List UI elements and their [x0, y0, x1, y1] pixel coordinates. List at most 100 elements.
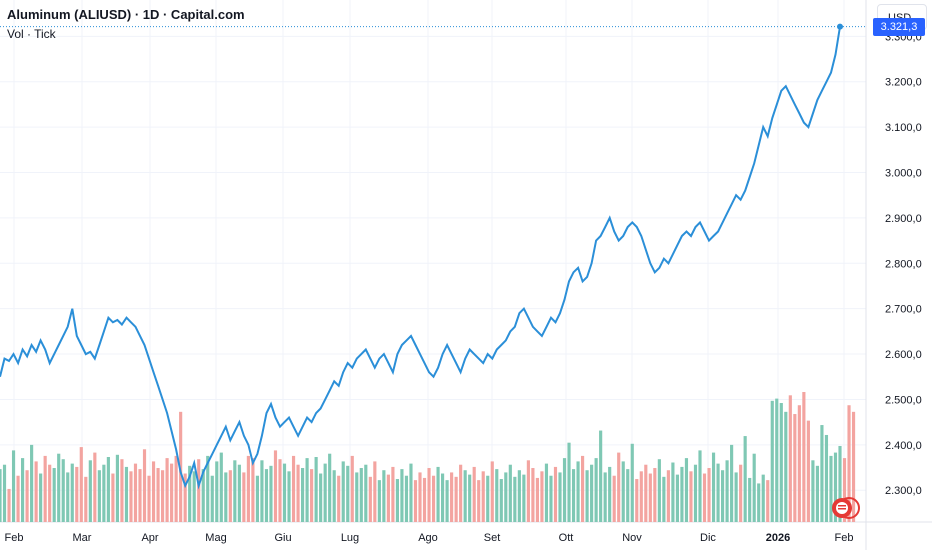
- volume-bar: [66, 472, 70, 522]
- volume-bar: [562, 458, 567, 522]
- x-tick-label: Feb: [835, 532, 854, 544]
- volume-bar: [585, 470, 589, 522]
- volume-bar: [590, 464, 594, 522]
- volume-bar: [793, 414, 797, 522]
- volume-bars: [0, 392, 856, 522]
- volume-bar: [301, 468, 305, 522]
- volume-bar: [477, 480, 481, 522]
- volume-bar: [544, 463, 549, 522]
- volume-bar: [454, 476, 458, 522]
- volume-bar: [156, 468, 160, 522]
- volume-bar: [332, 470, 336, 522]
- volume-bar: [120, 459, 124, 522]
- volume-bar: [730, 444, 734, 522]
- volume-indicator-label[interactable]: Vol · Tick: [7, 27, 56, 41]
- volume-bar: [197, 459, 201, 522]
- price-axis[interactable]: 2.300,0 2.400,0 2.500,0 2.600,0 2.700,0 2.800…: [885, 31, 922, 497]
- volume-bar: [698, 450, 702, 522]
- x-tick-label: Nov: [622, 532, 642, 544]
- volume-bar: [702, 473, 707, 522]
- volume-bar: [436, 466, 440, 522]
- last-price-dot: [837, 23, 843, 30]
- volume-bar: [179, 411, 183, 522]
- volume-bar: [829, 455, 833, 522]
- x-tick-label: Set: [484, 532, 501, 544]
- volume-bar: [201, 469, 205, 522]
- volume-bar: [504, 472, 508, 522]
- volume-bar: [319, 473, 323, 522]
- volume-bar: [11, 450, 16, 522]
- volume-bar: [251, 458, 255, 522]
- volume-bar: [269, 465, 273, 522]
- volume-bar: [34, 461, 38, 522]
- volume-bar: [273, 450, 278, 522]
- tradingview-logo-icon[interactable]: [832, 496, 860, 520]
- volume-bar: [806, 420, 810, 522]
- volume-bar: [341, 461, 345, 522]
- volume-bar: [377, 480, 381, 522]
- volume-bar: [833, 452, 838, 522]
- volume-bar: [612, 475, 616, 522]
- symbol-title[interactable]: Aluminum (ALIUSD) · 1D · Capital.com: [7, 7, 245, 22]
- volume-bar: [264, 469, 269, 522]
- volume-bar: [170, 463, 174, 522]
- last-price-tag: 3.321,3: [873, 17, 925, 36]
- volume-bar: [337, 475, 341, 522]
- volume-bar: [413, 480, 418, 522]
- volume-bar: [260, 460, 264, 522]
- volume-bar: [427, 468, 431, 522]
- volume-bar: [766, 480, 770, 522]
- volume-bar: [770, 400, 774, 522]
- y-tick-label: 2.900,0: [885, 213, 922, 225]
- volume-bar: [314, 457, 318, 522]
- volume-bar: [2, 464, 7, 522]
- volume-bar: [61, 459, 65, 522]
- volume-bar: [553, 466, 558, 522]
- volume-bar: [486, 475, 490, 522]
- x-tick-label: Ago: [418, 532, 438, 544]
- x-tick-label: Mar: [73, 532, 92, 544]
- volume-bar: [626, 469, 630, 522]
- volume-bar: [395, 479, 399, 522]
- volume-bar: [495, 469, 499, 522]
- volume-bar: [224, 472, 228, 522]
- volume-bar: [752, 453, 756, 522]
- volume-bar: [188, 465, 192, 522]
- volume-bar: [630, 443, 634, 522]
- volume-bar: [468, 474, 472, 522]
- volume-bar: [138, 469, 142, 522]
- time-axis[interactable]: Feb Mar Apr Mag Giu Lug Ago Set Ott Nov Dic 2026 Feb: [5, 532, 854, 544]
- volume-bar: [7, 488, 11, 522]
- volume-bar: [16, 475, 20, 522]
- volume-bar: [106, 457, 110, 522]
- volume-bar: [662, 476, 666, 522]
- volume-bar: [43, 455, 47, 522]
- volume-bar: [684, 458, 689, 522]
- volume-bar: [499, 479, 503, 522]
- volume-bar: [472, 466, 476, 522]
- volume-bar: [739, 464, 743, 522]
- y-tick-label: 3.100,0: [885, 122, 922, 134]
- volume-bar: [775, 398, 779, 522]
- volume-bar: [526, 460, 530, 522]
- volume-bar: [124, 466, 129, 522]
- y-tick-label: 3.000,0: [885, 167, 922, 179]
- volume-bar: [210, 475, 214, 522]
- volume-bar: [558, 472, 562, 522]
- volume-bar: [490, 461, 494, 522]
- volume-bar: [648, 473, 652, 522]
- volume-bar: [382, 470, 386, 522]
- volume-bar: [680, 466, 684, 522]
- volume-bar: [328, 453, 332, 522]
- y-tick-label: 2.800,0: [885, 258, 922, 270]
- volume-bar: [373, 461, 377, 522]
- volume-bar: [599, 430, 603, 522]
- volume-bar: [323, 463, 327, 522]
- volume-bar: [93, 452, 97, 522]
- y-tick-label: 2.500,0: [885, 394, 922, 406]
- volume-bar: [305, 458, 309, 522]
- volume-bar: [531, 468, 535, 522]
- y-tick-label: 2.700,0: [885, 304, 922, 316]
